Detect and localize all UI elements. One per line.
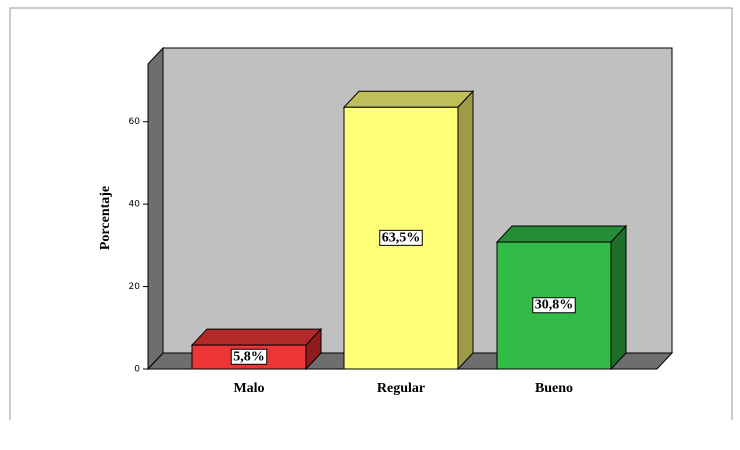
x-tick-label: Bueno xyxy=(535,381,573,396)
x-tick-label: Malo xyxy=(233,381,264,396)
bar-top xyxy=(495,225,628,243)
value-label: 63,5% xyxy=(382,230,421,245)
bar-side xyxy=(457,90,474,371)
bar-top xyxy=(190,328,323,346)
value-label: 30,8% xyxy=(535,298,574,313)
bar-top xyxy=(342,90,475,108)
bar-side xyxy=(610,224,627,371)
value-label-box xyxy=(532,297,576,314)
y-axis-label: Porcentaje xyxy=(98,186,113,250)
value-label-box xyxy=(379,229,423,246)
value-label: 5,8% xyxy=(233,349,265,364)
y-tick-label: 0 xyxy=(134,365,140,375)
side-wall xyxy=(147,46,164,371)
frame xyxy=(9,7,733,420)
y-tick-label: 40 xyxy=(129,200,141,210)
y-tick-label: 60 xyxy=(129,117,141,127)
value-label-box xyxy=(230,348,268,365)
x-tick-label: Regular xyxy=(377,381,425,396)
y-tick-label: 20 xyxy=(129,282,141,292)
